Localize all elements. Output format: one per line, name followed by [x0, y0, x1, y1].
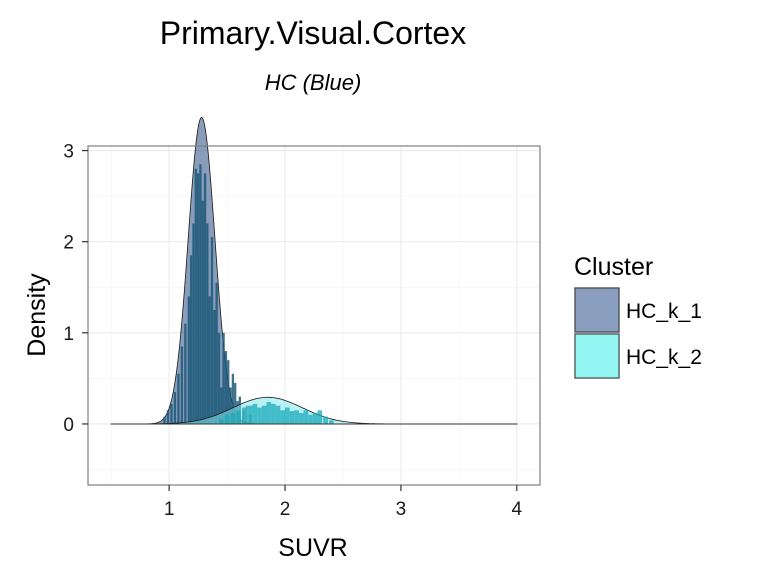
histogram-bar — [210, 237, 214, 424]
histogram-hc-k-1 — [163, 164, 252, 424]
histogram-bar — [217, 332, 221, 424]
histogram-bar — [222, 332, 225, 424]
histogram-bar — [166, 410, 170, 424]
y-tick-label: 3 — [63, 142, 74, 163]
legend-label-hc-k-2: HC_k_2 — [626, 346, 702, 369]
legend-item-hc-k-2: HC_k_2 — [574, 333, 702, 379]
histogram-bar — [184, 323, 187, 424]
histogram-bar — [280, 410, 286, 424]
histogram-bar — [187, 296, 190, 424]
histogram-bar — [229, 387, 232, 424]
y-axis-label: Density — [23, 273, 51, 357]
histogram-bar — [312, 413, 318, 424]
plot-panel — [87, 116, 541, 486]
y-axis-ticks: 0 1 2 3 — [63, 142, 88, 436]
histogram-bar — [206, 223, 209, 424]
chart-subtitle: HC (Blue) — [265, 70, 362, 95]
histogram-bar — [294, 410, 299, 424]
histogram-bar — [261, 405, 267, 424]
histogram-bar — [323, 416, 328, 424]
x-axis-label: SUVR — [278, 534, 347, 562]
histogram-bar — [177, 373, 180, 424]
histogram-bar — [215, 282, 218, 424]
x-tick-label: 4 — [512, 499, 523, 520]
x-tick-label: 1 — [164, 499, 175, 520]
chart-title: Primary.Visual.Cortex — [160, 15, 466, 51]
histogram-bar — [252, 403, 258, 424]
histogram-bar — [285, 407, 290, 424]
y-tick-label: 1 — [63, 324, 74, 345]
histogram-bar — [192, 223, 195, 424]
legend-swatch-hc-k-1 — [574, 287, 620, 333]
histogram-bar — [227, 360, 230, 424]
histogram-bar — [173, 392, 177, 424]
panel-background — [88, 146, 540, 485]
histogram-bar — [194, 168, 197, 424]
legend-swatch-hc-k-2 — [574, 333, 620, 379]
histogram-bar — [236, 410, 241, 424]
histogram-bar — [271, 403, 276, 424]
histogram-bar — [224, 351, 228, 424]
legend-item-hc-k-1: HC_k_1 — [574, 287, 702, 333]
x-tick-label: 3 — [396, 499, 407, 520]
y-tick-label: 0 — [63, 415, 74, 436]
histogram-bar — [242, 407, 247, 424]
histogram-bar — [289, 411, 295, 424]
histogram-bar — [163, 416, 166, 424]
histogram-bar — [303, 410, 309, 424]
histogram-hc-k-2 — [218, 402, 334, 424]
histogram-bar — [317, 410, 323, 424]
y-tick-label: 2 — [63, 233, 74, 254]
histogram-bar — [196, 173, 200, 424]
histogram-bar — [220, 387, 223, 424]
histogram-bar — [218, 419, 224, 424]
histogram-bar — [298, 413, 304, 424]
histogram-bar — [247, 405, 253, 424]
histogram-bar — [180, 346, 184, 424]
histogram-bar — [224, 414, 230, 424]
legend-title: Cluster — [574, 253, 653, 281]
legend: Cluster HC_k_1 HC_k_2 — [574, 253, 702, 379]
histogram-bar — [266, 402, 272, 424]
histogram-bar — [275, 405, 281, 424]
histogram-bar — [257, 407, 262, 424]
histogram-bar — [213, 310, 216, 424]
histogram-bar — [189, 255, 193, 424]
histogram-bar — [170, 403, 173, 424]
x-axis-ticks: 1 2 3 4 — [164, 485, 523, 520]
histogram-bar — [234, 382, 237, 424]
histogram-bar — [199, 164, 202, 424]
panel-border — [87, 145, 541, 486]
histogram-bar — [203, 173, 207, 424]
histogram-bar — [230, 413, 236, 424]
histogram-bar — [201, 200, 204, 424]
histogram-bar — [231, 373, 235, 424]
histogram-bar — [208, 296, 211, 424]
x-tick-label: 2 — [280, 499, 291, 520]
grid-lines — [88, 146, 540, 485]
histogram-bar — [329, 420, 334, 424]
legend-label-hc-k-1: HC_k_1 — [626, 300, 702, 323]
histogram-bar — [308, 414, 313, 424]
